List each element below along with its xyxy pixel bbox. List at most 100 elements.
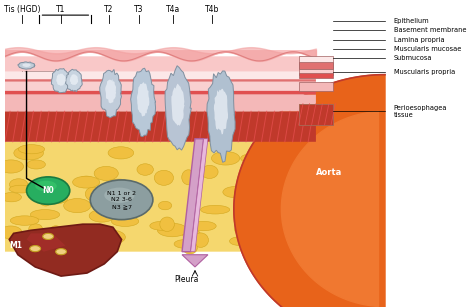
Ellipse shape: [27, 177, 70, 205]
Polygon shape: [65, 69, 82, 91]
FancyBboxPatch shape: [5, 142, 316, 252]
Ellipse shape: [9, 179, 28, 190]
Ellipse shape: [94, 166, 118, 180]
Polygon shape: [22, 63, 31, 67]
Ellipse shape: [107, 179, 131, 191]
Ellipse shape: [193, 233, 209, 247]
Text: Epithelium: Epithelium: [393, 18, 429, 24]
Ellipse shape: [235, 224, 263, 236]
Ellipse shape: [229, 237, 249, 245]
Text: Muscularis mucosae: Muscularis mucosae: [393, 46, 461, 52]
Ellipse shape: [104, 188, 135, 203]
FancyBboxPatch shape: [299, 103, 333, 125]
Ellipse shape: [29, 224, 43, 234]
Ellipse shape: [223, 186, 249, 198]
Polygon shape: [182, 255, 208, 267]
Polygon shape: [27, 233, 65, 252]
FancyBboxPatch shape: [5, 71, 316, 79]
Ellipse shape: [160, 217, 174, 232]
Ellipse shape: [1, 192, 21, 202]
Ellipse shape: [274, 160, 298, 174]
Ellipse shape: [266, 195, 281, 208]
FancyBboxPatch shape: [299, 63, 333, 69]
FancyBboxPatch shape: [5, 95, 316, 111]
Polygon shape: [182, 139, 204, 252]
Ellipse shape: [108, 147, 134, 159]
Polygon shape: [131, 68, 155, 137]
Polygon shape: [214, 89, 228, 135]
Ellipse shape: [111, 216, 139, 226]
Text: Submucosa: Submucosa: [393, 55, 432, 61]
Polygon shape: [282, 111, 379, 306]
Ellipse shape: [257, 182, 276, 190]
FancyBboxPatch shape: [299, 69, 333, 75]
Text: T2: T2: [104, 5, 113, 14]
Polygon shape: [18, 62, 35, 69]
Polygon shape: [9, 224, 121, 276]
Ellipse shape: [30, 245, 41, 252]
Polygon shape: [137, 82, 149, 116]
Ellipse shape: [10, 216, 39, 225]
Ellipse shape: [201, 205, 230, 214]
Ellipse shape: [154, 170, 173, 185]
Text: Lamina propria: Lamina propria: [393, 37, 444, 43]
FancyBboxPatch shape: [299, 56, 333, 69]
FancyBboxPatch shape: [5, 82, 316, 91]
Ellipse shape: [137, 164, 154, 175]
Text: M1: M1: [9, 241, 22, 250]
FancyBboxPatch shape: [5, 111, 316, 142]
Polygon shape: [172, 83, 184, 126]
Ellipse shape: [150, 221, 174, 230]
Polygon shape: [70, 74, 78, 85]
Text: Pleura: Pleura: [174, 275, 199, 284]
Ellipse shape: [268, 180, 287, 190]
Ellipse shape: [30, 209, 60, 220]
Ellipse shape: [35, 181, 57, 191]
Ellipse shape: [85, 187, 100, 201]
FancyBboxPatch shape: [5, 79, 316, 82]
Text: N0: N0: [42, 186, 54, 195]
Ellipse shape: [73, 176, 100, 188]
Ellipse shape: [285, 218, 307, 228]
Ellipse shape: [89, 210, 115, 222]
Polygon shape: [207, 71, 235, 162]
FancyBboxPatch shape: [299, 82, 333, 91]
Ellipse shape: [249, 223, 265, 232]
Ellipse shape: [201, 165, 218, 179]
Ellipse shape: [9, 185, 34, 193]
Ellipse shape: [82, 239, 106, 251]
Polygon shape: [105, 79, 116, 103]
Ellipse shape: [157, 223, 187, 237]
Ellipse shape: [182, 170, 195, 185]
Polygon shape: [56, 74, 66, 86]
Text: T4b: T4b: [205, 5, 219, 14]
Ellipse shape: [37, 195, 67, 204]
Ellipse shape: [77, 176, 96, 188]
Text: N1 1 or 2
N2 3-6
N3 ≧7: N1 1 or 2 N2 3-6 N3 ≧7: [107, 191, 136, 209]
Ellipse shape: [0, 226, 22, 239]
Ellipse shape: [182, 229, 201, 240]
Ellipse shape: [27, 160, 46, 169]
Text: Basement membrane: Basement membrane: [393, 27, 466, 33]
Polygon shape: [165, 66, 191, 150]
Ellipse shape: [55, 249, 66, 255]
Text: Perioesophagea
tissue: Perioesophagea tissue: [393, 105, 447, 118]
Ellipse shape: [191, 221, 216, 231]
Polygon shape: [51, 69, 71, 93]
Polygon shape: [234, 75, 385, 308]
Ellipse shape: [14, 146, 44, 160]
Ellipse shape: [270, 217, 290, 230]
Ellipse shape: [0, 160, 24, 173]
Ellipse shape: [182, 241, 197, 254]
Ellipse shape: [278, 151, 301, 166]
Ellipse shape: [39, 192, 53, 206]
Ellipse shape: [49, 226, 63, 240]
Ellipse shape: [43, 233, 54, 239]
Ellipse shape: [96, 230, 125, 244]
Polygon shape: [191, 139, 208, 252]
Ellipse shape: [158, 201, 172, 210]
Ellipse shape: [18, 145, 45, 154]
Text: T3: T3: [134, 5, 144, 14]
Ellipse shape: [68, 237, 86, 245]
Text: Aorta: Aorta: [316, 168, 342, 177]
